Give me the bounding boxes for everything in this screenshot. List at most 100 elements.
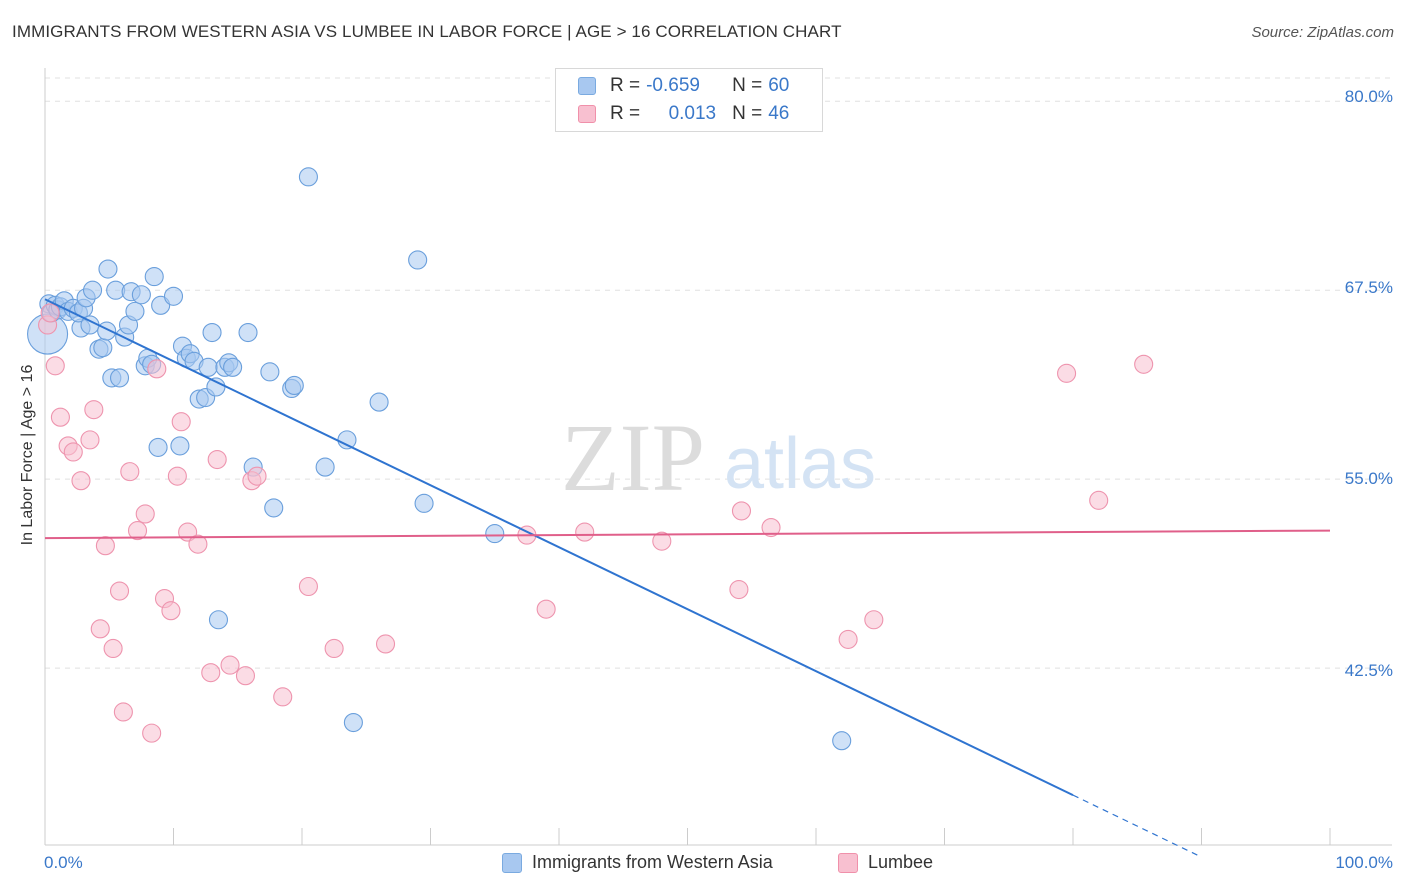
point-lumbee	[80, 430, 100, 450]
point-lumbee	[1134, 354, 1154, 374]
point-lumbee	[109, 581, 130, 601]
point-lumbee	[71, 471, 91, 491]
point-western-asia	[260, 362, 280, 382]
point-lumbee	[147, 359, 167, 379]
point-western-asia	[284, 375, 304, 396]
point-lumbee	[1057, 363, 1077, 383]
point-lumbee	[324, 638, 344, 659]
point-western-asia	[109, 368, 130, 388]
bottom-legend-western-asia: Immigrants from Western Asia	[502, 852, 773, 873]
bottom-legend-swatch-lumbee	[838, 852, 858, 873]
point-western-asia	[148, 437, 168, 457]
watermark: ZIP atlas	[561, 404, 876, 511]
legend-swatch-lumbee	[578, 105, 596, 123]
legend-r-value: -0.659	[646, 75, 700, 96]
point-lumbee	[45, 356, 65, 376]
point-western-asia	[144, 267, 164, 287]
point-western-asia	[408, 250, 428, 270]
trend-lines	[44, 298, 1331, 858]
legend: R = -0.659 N = 60 R = 0.013 N = 46	[555, 68, 823, 132]
data-points	[27, 167, 1154, 751]
source-credit: Source: ZipAtlas.com	[1251, 24, 1394, 41]
point-western-asia	[198, 357, 218, 377]
point-lumbee	[375, 634, 396, 654]
point-western-asia	[298, 167, 318, 187]
point-lumbee	[729, 579, 749, 600]
legend-n-value: 46	[768, 103, 790, 124]
point-western-asia	[125, 301, 145, 321]
point-western-asia	[315, 457, 335, 477]
point-western-asia	[414, 493, 434, 513]
point-lumbee	[235, 666, 256, 686]
legend-n-label: N =	[732, 75, 763, 96]
point-lumbee	[575, 522, 595, 542]
point-lumbee	[40, 303, 60, 323]
point-lumbee	[207, 449, 227, 470]
legend-swatch-western-asia	[578, 77, 596, 95]
point-western-asia	[170, 436, 190, 456]
point-western-asia	[202, 322, 222, 343]
point-western-asia	[343, 713, 363, 733]
point-lumbee	[135, 504, 155, 524]
point-lumbee	[536, 599, 556, 619]
watermark-atlas: atlas	[724, 424, 876, 504]
point-western-asia	[93, 338, 113, 358]
point-western-asia	[337, 430, 357, 450]
x-tick-label-max: 100.0%	[1335, 853, 1393, 872]
point-lumbee	[220, 655, 240, 675]
point-lumbee	[1089, 490, 1109, 510]
point-lumbee	[761, 517, 781, 538]
y-tick-label: 55.0%	[1344, 469, 1393, 488]
point-lumbee	[731, 501, 752, 521]
legend-r-label: R =	[610, 103, 641, 124]
point-lumbee	[171, 412, 191, 432]
point-lumbee	[95, 536, 115, 556]
point-lumbee	[201, 663, 221, 683]
bottom-legend-swatch-western-asia	[502, 852, 522, 873]
point-lumbee	[864, 610, 884, 630]
point-western-asia	[131, 285, 151, 305]
trend-line-extension-western-asia	[1072, 794, 1202, 858]
legend-row-western-asia: R = -0.659 N = 60	[578, 72, 789, 100]
point-western-asia	[208, 610, 229, 630]
point-lumbee	[167, 466, 187, 486]
point-lumbee	[838, 629, 858, 649]
point-lumbee	[273, 687, 293, 707]
y-tick-label: 42.5%	[1344, 661, 1393, 680]
point-western-asia	[369, 392, 389, 412]
bottom-legend-label: Immigrants from Western Asia	[532, 852, 773, 872]
point-lumbee	[103, 638, 123, 659]
point-lumbee	[247, 466, 267, 486]
point-lumbee	[188, 534, 208, 554]
point-lumbee	[161, 601, 181, 621]
point-western-asia	[98, 259, 118, 279]
legend-n-value: 60	[768, 75, 790, 96]
point-lumbee	[142, 723, 162, 743]
grid-lines	[45, 77, 1392, 669]
chart-title: IMMIGRANTS FROM WESTERN ASIA VS LUMBEE I…	[12, 22, 842, 41]
trend-line-western-asia	[44, 298, 1074, 797]
point-lumbee	[90, 619, 110, 639]
y-tick-label: 80.0%	[1344, 87, 1393, 106]
point-western-asia	[832, 731, 852, 751]
bottom-legend-label: Lumbee	[868, 852, 934, 872]
legend-r-value: 0.013	[668, 103, 717, 124]
point-lumbee	[84, 400, 104, 420]
legend-n-label: N =	[732, 103, 763, 124]
point-lumbee	[50, 407, 70, 427]
point-western-asia	[82, 280, 103, 300]
axes	[44, 68, 1392, 846]
point-western-asia	[485, 524, 505, 544]
y-tick-label: 67.5%	[1344, 278, 1393, 297]
trend-line-lumbee	[44, 529, 1331, 540]
point-lumbee	[127, 521, 148, 541]
point-lumbee	[63, 442, 83, 462]
point-lumbee	[652, 531, 672, 551]
point-western-asia	[264, 498, 284, 518]
legend-row-lumbee: R = 0.013 N = 46	[578, 100, 789, 128]
point-lumbee	[298, 576, 318, 597]
point-lumbee	[113, 702, 133, 722]
point-western-asia	[163, 286, 184, 306]
legend-r-label: R =	[610, 75, 641, 96]
